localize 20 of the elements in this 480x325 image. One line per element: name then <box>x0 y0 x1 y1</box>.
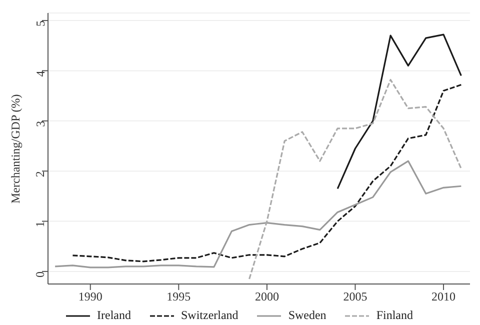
line-series <box>54 160 462 268</box>
x-tick-label: 1995 <box>166 290 191 304</box>
legend-label: Sweden <box>288 308 326 323</box>
y-tick-label: 2 <box>33 171 48 178</box>
y-tick-label: 4 <box>33 70 48 77</box>
x-tick-label: 2000 <box>254 290 279 304</box>
legend-label: Finland <box>376 308 413 323</box>
x-tick-label: 2005 <box>343 290 368 304</box>
y-tick-label: 0 <box>33 271 48 278</box>
y-axis-title: Merchanting/GDP (%) <box>8 94 22 204</box>
y-tick-label: 3 <box>33 120 48 127</box>
x-tick-label: 1990 <box>78 290 102 304</box>
line-series <box>72 84 462 262</box>
x-tick-label: 2010 <box>432 290 456 304</box>
line-series <box>336 34 462 190</box>
line-series <box>248 78 462 280</box>
legend-label: Ireland <box>97 308 131 323</box>
y-tick-label: 5 <box>33 20 48 27</box>
y-tick-label: 1 <box>33 221 48 228</box>
legend-label: Switzerland <box>180 308 238 323</box>
